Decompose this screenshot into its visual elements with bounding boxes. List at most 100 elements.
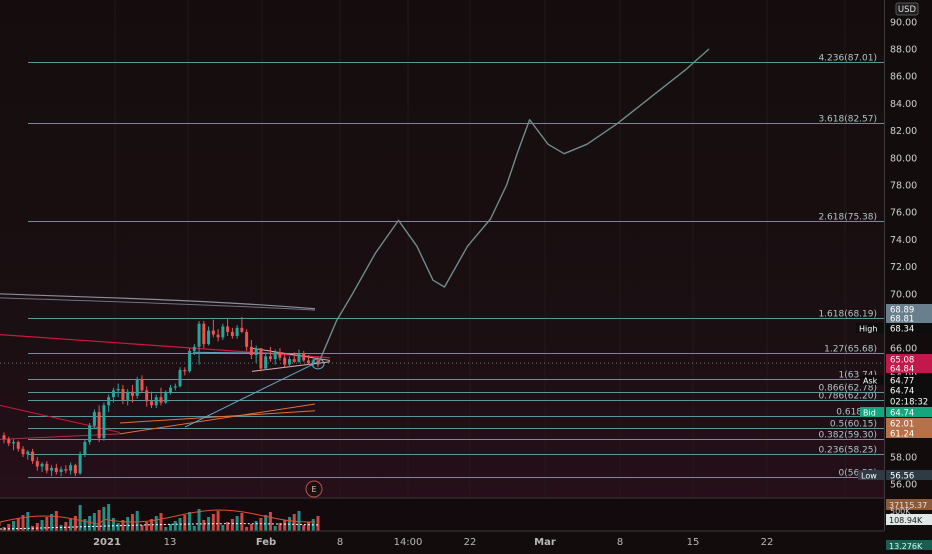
price-badge-value: 02:18:32 [890, 398, 928, 408]
time-axis-background [0, 531, 932, 550]
volume-bar [164, 527, 168, 531]
price-badge-value: 65.08 [890, 356, 914, 366]
candle-body [183, 369, 187, 372]
volume-bar [111, 518, 115, 531]
volume-bar [35, 523, 39, 531]
candle-body [178, 369, 182, 387]
candle-body [145, 390, 149, 402]
volume-bar [135, 511, 139, 531]
blue-trendline[interactable] [184, 361, 319, 428]
volume-pane [0, 497, 932, 531]
candle-body [126, 391, 130, 400]
price-badge-value: 64.74 [890, 409, 914, 419]
price-badge-value: 64.84 [890, 365, 914, 375]
volume-bar [292, 514, 296, 531]
time-axis-label: Feb [256, 537, 276, 548]
price-tick-label: 74.00 [890, 235, 917, 246]
volume-bar [50, 514, 54, 531]
candle-body [21, 448, 25, 455]
price-tick-label: 56.00 [890, 480, 917, 491]
earnings-marker[interactable] [305, 480, 323, 498]
currency-badge[interactable] [895, 2, 919, 16]
volume-scale-label: 500K [890, 507, 911, 516]
volume-bar [216, 511, 220, 531]
candle-body [130, 391, 134, 396]
price-badge-tag-label: Bid [863, 409, 876, 418]
candle-body [135, 379, 139, 396]
projection-curve[interactable] [317, 48, 710, 365]
horizontal-ray[interactable] [192, 351, 301, 355]
time-axis-label: 2021 [93, 537, 121, 548]
volume-bar [45, 517, 49, 531]
candle-body [7, 439, 11, 444]
time-axis-label: Mar [534, 537, 556, 548]
candle-body [149, 401, 153, 406]
price-tick-label: 86.00 [890, 72, 917, 83]
price-badge-tag-label: Ask [863, 377, 878, 386]
candle-body [292, 359, 296, 362]
price-axis[interactable]: 90.00 88.00 86.00 84.00 82.00 80.00 78.00 76.00… [856, 0, 932, 551]
time-axis-label: 15 [687, 537, 700, 548]
volume-bar [126, 517, 130, 531]
gray-resistance-curve[interactable] [0, 293, 316, 310]
price-tick-label: 90.00 [890, 17, 917, 28]
candle-body [287, 359, 291, 365]
fib-level-label: 3.618(82.57) [818, 115, 877, 125]
candle-body [12, 442, 16, 444]
candle-body [64, 469, 68, 471]
volume-bar [226, 522, 230, 531]
candle-body [83, 442, 87, 455]
candle-body [31, 451, 35, 462]
candle-body [45, 463, 49, 471]
chart-background [0, 0, 884, 550]
price-badge [886, 428, 932, 438]
fib-level-label: 0.5(60.15) [830, 420, 877, 430]
volume-bar [97, 510, 101, 531]
candle-body [211, 330, 215, 335]
volume-badge [886, 540, 932, 551]
candle-body [159, 397, 163, 403]
volume-bar [278, 523, 282, 531]
candle-body [73, 465, 77, 474]
candle-body [88, 425, 92, 443]
price-badge [886, 407, 932, 417]
price-badge [886, 323, 932, 333]
candle-body [121, 389, 125, 400]
volume-bar [283, 520, 287, 531]
fib-level-label: 1(63.74) [838, 371, 877, 381]
time-axis-label: 8 [617, 537, 623, 548]
orange-trendline-2[interactable] [119, 410, 316, 424]
volume-bar [302, 525, 306, 531]
vertical-gridlines [114, 0, 846, 530]
candle-body [264, 356, 268, 369]
orange-trendline[interactable] [119, 403, 316, 435]
candle-body [69, 465, 73, 471]
volume-bar [78, 505, 82, 531]
volume-bar [259, 518, 263, 531]
price-tick-label: 80.00 [890, 153, 917, 164]
volume-bar [254, 521, 258, 531]
candle-body [16, 442, 20, 449]
price-tick-label: 66.00 [890, 344, 917, 355]
price-badge [886, 313, 932, 323]
gray-resistance-curve-2[interactable] [0, 297, 316, 311]
candle-body [302, 353, 306, 361]
candle-body [40, 463, 44, 467]
candle-body [306, 360, 310, 364]
candle-body [54, 467, 58, 472]
price-tick-label: 84.00 [890, 99, 917, 110]
volume-bar [268, 512, 272, 531]
price-badge-tag-label: Low [861, 472, 877, 481]
time-axis[interactable]: 2021 13 Feb 8 14:00 22 Mar 8 15 22 [0, 530, 932, 550]
candle-body [207, 330, 211, 345]
price-badge [886, 470, 932, 480]
candle-body [97, 412, 101, 438]
projection-path[interactable] [317, 48, 710, 365]
price-badge-value: 62.01 [890, 420, 914, 430]
fibonacci-extension[interactable]: 0(56.55) 0.236(58.25) 0.382(59.30)0.5(60.1… [0, 54, 884, 479]
volume-bar [130, 514, 134, 531]
volume-bar [21, 515, 25, 531]
volume-badge-value: 108.94K [889, 516, 923, 525]
